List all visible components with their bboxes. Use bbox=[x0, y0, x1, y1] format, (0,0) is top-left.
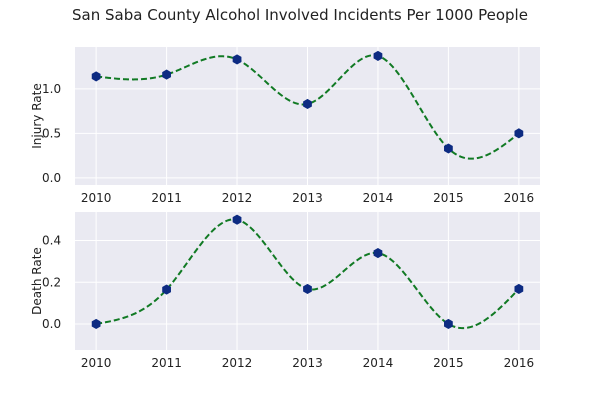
death-data-point bbox=[91, 318, 101, 330]
injury-xtick-label: 2013 bbox=[292, 191, 323, 205]
death-data-point bbox=[514, 283, 524, 294]
subplots: 2010 2011 2012 2013 2014 2015 2016 0.0 0.5 1.0Inj… bbox=[30, 47, 540, 370]
death-xtick-label: 2013 bbox=[292, 356, 323, 370]
injury-data-point bbox=[232, 54, 242, 65]
injury-xtick-label: 2011 bbox=[151, 191, 182, 205]
injury-xtick-label: 2014 bbox=[363, 191, 394, 205]
injury-ylabel: Injury Rate bbox=[30, 83, 44, 148]
death-data-point bbox=[162, 284, 171, 295]
injury-ytick-label: 0.0 bbox=[42, 171, 61, 185]
death-ytick-label: 0.2 bbox=[42, 275, 61, 289]
death-xtick-label: 2014 bbox=[363, 356, 394, 370]
death-panel: 2010 2011 2012 2013 2014 2015 2016 0.0 0.2 0.4Dea… bbox=[30, 212, 540, 370]
death-ylabel: Death Rate bbox=[30, 247, 44, 315]
death-ytick-label: 0.4 bbox=[42, 234, 61, 248]
injury-data-point bbox=[91, 71, 101, 82]
injury-ytick-label: 1.0 bbox=[42, 82, 61, 96]
injury-data-point bbox=[303, 98, 312, 110]
death-data-point bbox=[444, 318, 453, 330]
death-xtick-label: 2010 bbox=[81, 356, 112, 370]
injury-panel: 2010 2011 2012 2013 2014 2015 2016 0.0 0.5 1.0Inj… bbox=[30, 47, 540, 205]
death-data-point bbox=[303, 283, 312, 294]
injury-xtick-label: 2012 bbox=[222, 191, 253, 205]
death-xtick-label: 2015 bbox=[433, 356, 464, 370]
injury-ytick-label: 0.5 bbox=[42, 126, 61, 140]
death-data-point bbox=[232, 214, 242, 225]
injury-xtick-label: 2016 bbox=[504, 191, 535, 205]
death-xtick-label: 2012 bbox=[222, 356, 253, 370]
death-xtick-label: 2016 bbox=[504, 356, 535, 370]
injury-data-point bbox=[162, 69, 171, 80]
death-xtick-label: 2011 bbox=[151, 356, 182, 370]
death-data-point bbox=[373, 248, 383, 259]
death-ytick-label: 0.0 bbox=[42, 317, 61, 331]
injury-data-point bbox=[373, 50, 383, 61]
injury-data-point bbox=[514, 128, 524, 139]
chart-title: San Saba County Alcohol Involved Inciden… bbox=[72, 6, 528, 24]
injury-xtick-label: 2015 bbox=[433, 191, 464, 205]
injury-data-point bbox=[444, 143, 453, 154]
injury-xtick-label: 2010 bbox=[81, 191, 112, 205]
